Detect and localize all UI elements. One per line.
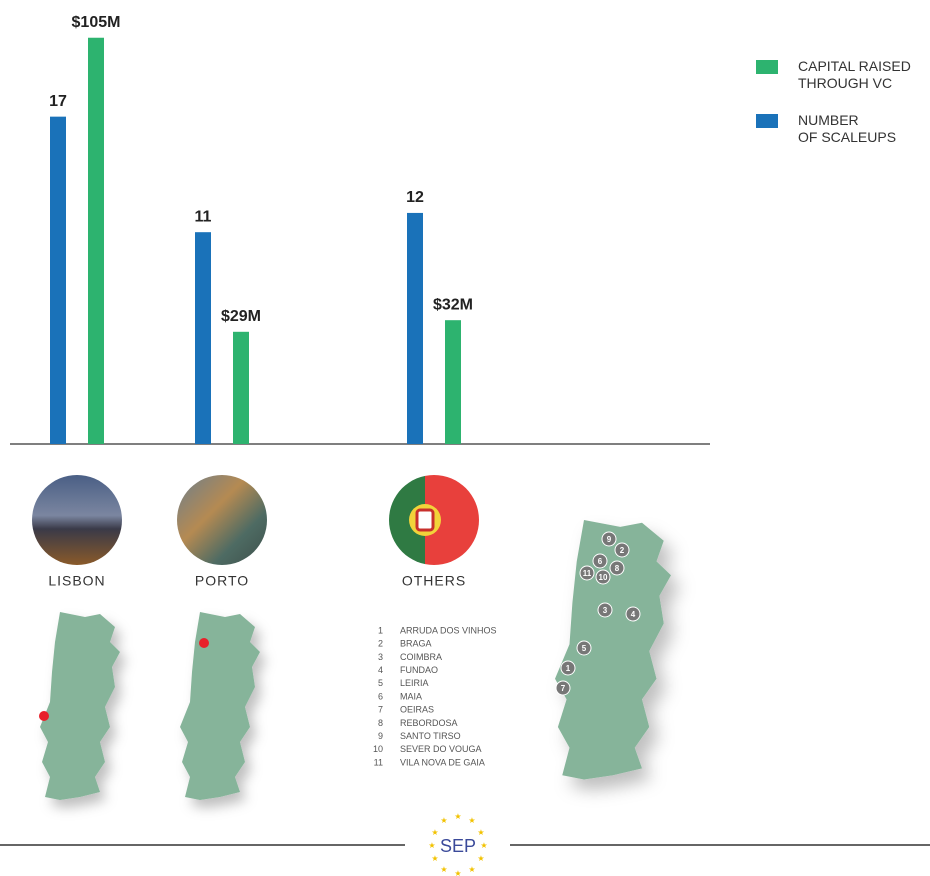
svg-text:★: ★ — [477, 828, 484, 837]
list-name: OEIRAS — [400, 705, 434, 715]
list-name: ARRUDA DOS VINHOS — [400, 625, 497, 635]
list-name: SEVER DO VOUGA — [400, 744, 482, 754]
lisbon-map — [40, 612, 120, 800]
list-name: SANTO TIRSO — [400, 731, 461, 741]
legend-swatch — [756, 114, 778, 128]
map-marker-label: 1 — [566, 664, 571, 673]
list-number: 8 — [378, 718, 383, 728]
map-marker-label: 8 — [615, 564, 620, 573]
bar — [407, 213, 423, 444]
bar — [50, 117, 66, 444]
list-number: 3 — [378, 652, 383, 662]
others-map — [555, 520, 671, 779]
bar — [88, 38, 104, 444]
svg-text:★: ★ — [440, 816, 447, 825]
value-label: 17 — [49, 93, 67, 110]
map-marker-label: 4 — [631, 610, 636, 619]
map-marker-label: 10 — [599, 573, 608, 582]
list-number: 2 — [378, 639, 383, 649]
list-number: 4 — [378, 665, 383, 675]
legend-text: CAPITAL RAISED THROUGH VC — [798, 58, 911, 92]
list-name: VILA NOVA DE GAIA — [400, 757, 485, 767]
list-name: REBORDOSA — [400, 718, 458, 728]
list-name: MAIA — [400, 691, 422, 701]
map-marker-label: 2 — [620, 546, 625, 555]
category-label: LISBON — [48, 573, 105, 589]
value-label: $105M — [72, 14, 121, 31]
page: {"chart_data": {"type": "bar", "categori… — [0, 0, 930, 876]
map-marker-label: 7 — [561, 684, 566, 693]
value-label: $29M — [221, 308, 261, 325]
list-number: 11 — [374, 757, 383, 767]
porto-dot — [199, 638, 209, 648]
svg-text:★: ★ — [477, 854, 484, 863]
porto-photo — [177, 475, 267, 565]
portugal-flag — [389, 475, 479, 565]
legend-item: CAPITAL RAISED THROUGH VC — [756, 58, 911, 92]
svg-text:★: ★ — [468, 865, 475, 874]
map-marker-label: 5 — [582, 644, 587, 653]
legend-text: NUMBER OF SCALEUPS — [798, 112, 896, 146]
value-label: 12 — [406, 189, 424, 206]
bar — [233, 332, 249, 444]
category-label: OTHERS — [402, 573, 466, 589]
svg-text:★: ★ — [428, 841, 435, 850]
map-marker-label: 9 — [607, 535, 612, 544]
lisbon-photo — [32, 475, 122, 565]
map-marker-label: 6 — [598, 557, 603, 566]
svg-text:★: ★ — [480, 841, 487, 850]
value-label: 11 — [195, 208, 212, 225]
bar — [195, 232, 211, 444]
list-name: FUNDAO — [400, 665, 438, 675]
svg-text:★: ★ — [431, 854, 438, 863]
list-name: LEIRIA — [400, 678, 429, 688]
map-marker-label: 11 — [583, 569, 592, 578]
svg-text:★: ★ — [468, 816, 475, 825]
list-number: 9 — [378, 731, 383, 741]
list-number: 7 — [378, 705, 383, 715]
category-label: PORTO — [195, 573, 249, 589]
logo-text: SEP — [440, 836, 476, 856]
list-number: 5 — [378, 678, 383, 688]
map-marker-label: 3 — [603, 606, 608, 615]
svg-text:★: ★ — [454, 869, 461, 876]
legend-swatch — [756, 60, 778, 74]
bar — [445, 320, 461, 444]
svg-text:★: ★ — [431, 828, 438, 837]
svg-text:★: ★ — [454, 812, 461, 821]
list-number: 1 — [378, 625, 383, 635]
legend-item: NUMBER OF SCALEUPS — [756, 112, 896, 146]
svg-text:★: ★ — [440, 865, 447, 874]
list-name: COIMBRA — [400, 652, 442, 662]
list-name: BRAGA — [400, 639, 432, 649]
list-number: 6 — [378, 691, 383, 701]
porto-map — [180, 612, 260, 800]
lisbon-dot — [39, 711, 49, 721]
list-number: 10 — [373, 744, 383, 754]
value-label: $32M — [433, 296, 473, 313]
